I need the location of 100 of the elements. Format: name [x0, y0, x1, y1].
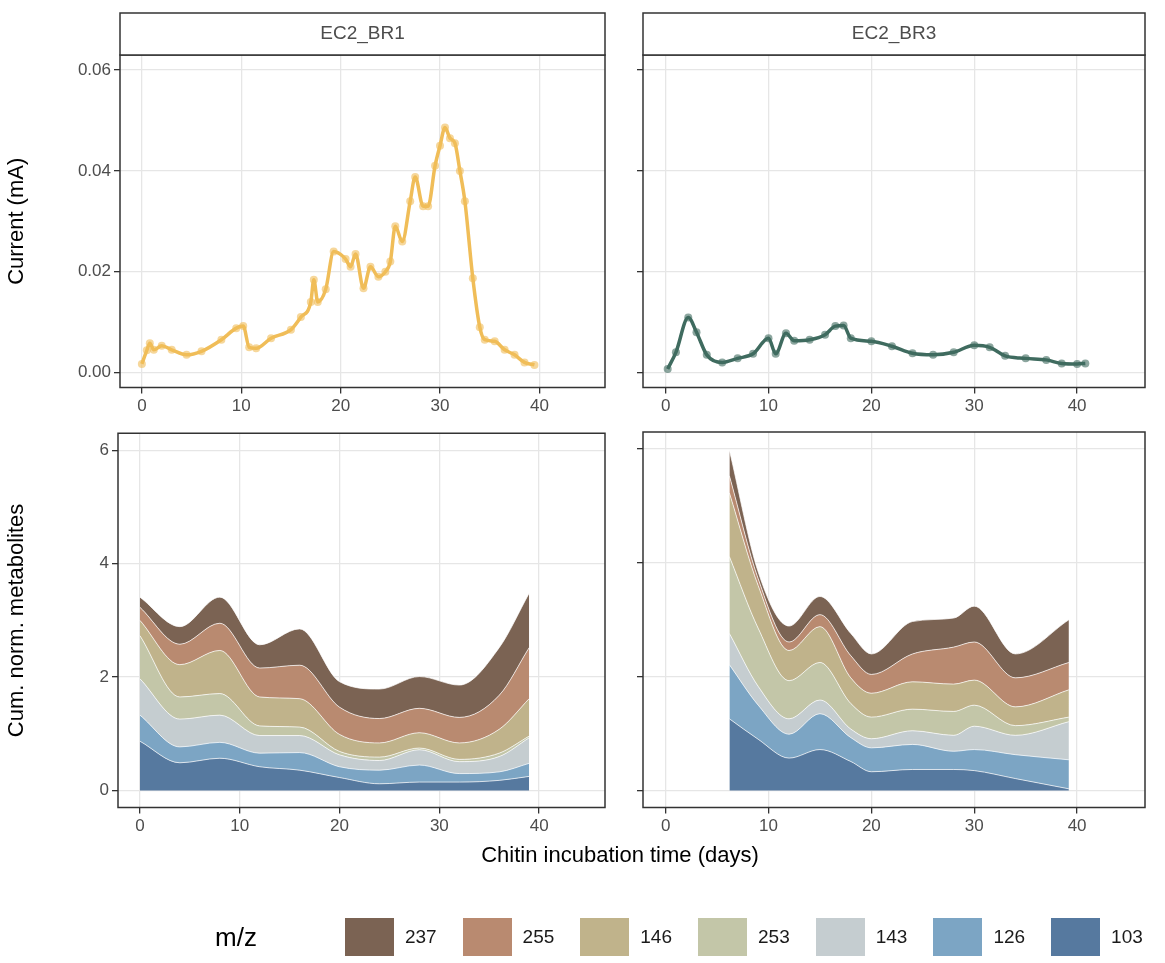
legend-label: 253	[758, 926, 790, 948]
point	[1081, 359, 1090, 368]
point	[309, 275, 318, 284]
point	[440, 123, 449, 132]
y-tick-label: 4	[99, 553, 109, 573]
y-tick-label: 2	[99, 666, 109, 686]
point	[366, 262, 375, 271]
x-tick-label: 30	[964, 396, 984, 416]
point	[831, 322, 840, 331]
point	[749, 349, 758, 358]
chart-title: EC2_BR3	[851, 22, 937, 45]
point	[436, 141, 445, 150]
x-tick-label: 0	[137, 396, 147, 416]
x-tick-label: 40	[529, 396, 549, 416]
point	[149, 345, 158, 354]
point	[286, 325, 295, 334]
point	[398, 237, 407, 246]
point	[460, 197, 469, 206]
point	[867, 337, 876, 346]
point	[846, 334, 855, 343]
x-tick-label: 10	[231, 396, 251, 416]
point	[386, 257, 395, 266]
y-tick-label: 6	[99, 439, 109, 459]
legend-label: 146	[640, 926, 672, 948]
point	[929, 350, 938, 359]
chart-title: EC2_BR1	[320, 22, 405, 45]
point	[805, 335, 814, 344]
point	[329, 247, 338, 256]
legend-label: 126	[993, 926, 1026, 948]
point	[970, 341, 979, 350]
point	[1021, 354, 1030, 363]
x-tick-label: 20	[330, 816, 350, 836]
point	[313, 297, 322, 306]
point	[391, 222, 400, 231]
point	[530, 360, 539, 369]
point	[455, 166, 464, 175]
point	[245, 343, 254, 352]
point	[733, 354, 742, 363]
x-tick-label: 30	[430, 396, 450, 416]
legend-label: 237	[404, 926, 437, 948]
x-tick-label: 30	[964, 816, 984, 836]
y-tick-label: 0	[99, 780, 109, 800]
point	[520, 358, 529, 367]
point	[475, 323, 484, 332]
y-tick-label: 0.02	[77, 261, 111, 281]
point	[142, 346, 151, 355]
x-tick-label: 40	[529, 816, 549, 836]
point	[450, 139, 459, 148]
point	[790, 336, 799, 345]
point	[411, 172, 420, 181]
point	[346, 262, 355, 271]
point	[671, 348, 680, 357]
legend-label: 255	[522, 926, 555, 948]
point	[468, 274, 477, 283]
legend-title: m/z	[215, 921, 257, 953]
point	[887, 342, 896, 351]
point	[480, 335, 489, 344]
point	[182, 350, 191, 359]
point	[771, 349, 780, 358]
y-axis-title: Cum. norm. metabolites	[3, 503, 29, 738]
point	[424, 202, 433, 211]
point	[406, 197, 415, 206]
point	[839, 321, 848, 330]
point	[296, 313, 305, 322]
x-tick-label: 10	[230, 816, 250, 836]
point	[684, 313, 693, 322]
point	[821, 330, 830, 339]
point	[1057, 359, 1066, 368]
point	[490, 337, 499, 346]
point	[217, 335, 226, 344]
point	[781, 329, 790, 338]
point	[985, 343, 994, 352]
y-axis-title: Current (mA)	[3, 157, 29, 285]
point	[692, 328, 701, 337]
point	[306, 297, 315, 306]
x-tick-label: 30	[429, 816, 449, 836]
legend-label: 103	[1111, 926, 1143, 948]
point	[949, 348, 958, 357]
point	[908, 349, 917, 358]
point	[445, 134, 454, 143]
point	[341, 255, 350, 264]
x-tick-label: 40	[1067, 396, 1087, 416]
point	[1042, 355, 1051, 364]
x-axis-title: Chitin incubation time (days)	[480, 842, 760, 868]
x-tick-label: 10	[759, 396, 778, 416]
y-tick-label: 0.06	[77, 59, 111, 79]
point	[510, 350, 519, 359]
point	[239, 322, 248, 331]
x-tick-label: 20	[861, 816, 881, 836]
point	[321, 285, 330, 294]
point	[1001, 351, 1010, 360]
legend-label: 143	[875, 926, 908, 948]
point	[267, 334, 276, 343]
point	[359, 284, 368, 293]
point	[702, 350, 711, 359]
point	[718, 358, 727, 367]
point	[157, 341, 166, 350]
point	[232, 324, 241, 333]
x-tick-label: 0	[660, 396, 671, 416]
point	[197, 347, 206, 356]
